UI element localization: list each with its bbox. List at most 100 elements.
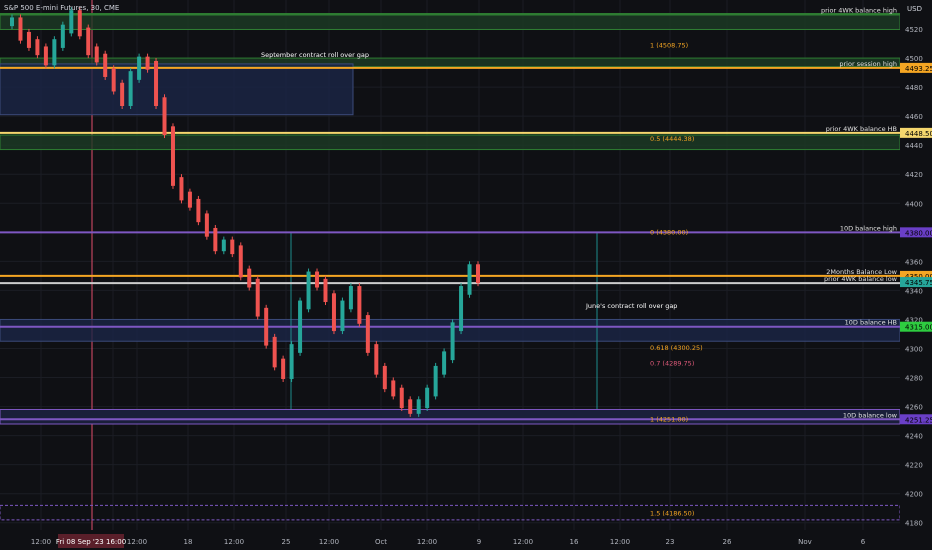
candle-body <box>476 264 480 284</box>
x-tick-label: 26 <box>723 538 732 546</box>
candle-body <box>459 286 464 332</box>
price-tag-bg <box>900 62 932 73</box>
y-tick-label: 4240 <box>905 433 923 441</box>
y-tick-label: 4420 <box>905 171 923 179</box>
candle-body <box>187 191 192 208</box>
x-highlight-label: Fri 08 Sep '23 16:00 <box>56 538 126 546</box>
candle-body <box>179 177 184 201</box>
candle-body <box>120 82 125 106</box>
x-tick-label: 9 <box>477 538 481 546</box>
candle-body <box>26 31 31 48</box>
candle-body <box>111 68 116 92</box>
candle-body <box>374 344 379 375</box>
candle-body <box>204 213 209 237</box>
candle-body <box>357 286 362 324</box>
candle-body <box>145 56 150 70</box>
fib-label: 0 (4380.00) <box>650 228 688 236</box>
price-tag: 4448.50 <box>905 130 932 138</box>
candle-body <box>348 286 353 310</box>
candle-body <box>137 56 142 80</box>
y-tick-label: 4260 <box>905 404 923 412</box>
x-tick-label: 12:00 <box>513 538 533 546</box>
candle-body <box>416 399 421 414</box>
candle-body <box>213 227 218 252</box>
price-tag: 4493.25 <box>905 65 932 73</box>
price-axis[interactable]: 4180 4200 4220 4240 4260 4280 4300 4320 4340 4360… <box>900 0 932 550</box>
x-tick-label: 12:00 <box>224 538 244 546</box>
x-tick-label: 12:00 <box>319 538 339 546</box>
candle-body <box>35 39 40 56</box>
fib-label: 0.7 (4289.75) <box>650 359 694 367</box>
y-tick-label: 4180 <box>905 520 923 528</box>
x-tick-label: 12:00 <box>610 538 630 546</box>
price-tag: 4350.00 <box>905 273 932 281</box>
y-tick-label: 4440 <box>905 142 923 150</box>
candle-body <box>281 358 286 379</box>
level-label: prior session high <box>839 60 897 68</box>
candle-body <box>408 399 413 414</box>
y-tick-label: 4460 <box>905 113 923 121</box>
level-label: prior 4WK balance low <box>824 275 898 283</box>
labels: prior 4WK balance high prior session high… <box>261 7 898 518</box>
currency-label: USD <box>907 5 922 13</box>
price-tag-bg <box>900 321 932 332</box>
candle-body <box>272 336 277 368</box>
x-tick-label: 12:00 <box>31 538 51 546</box>
annotation-label: June's contract roll over gap <box>585 302 677 310</box>
candle-body <box>323 278 328 303</box>
fib-label: 0.5 (4444.38) <box>650 135 694 143</box>
x-tick-label: 16 <box>570 538 579 546</box>
candle-body <box>450 322 455 361</box>
x-tick-label: Nov <box>798 538 812 546</box>
candle-body <box>43 46 48 66</box>
candle-body <box>238 245 243 278</box>
level-label: 10D balance high <box>840 224 897 232</box>
candle-body <box>86 27 91 56</box>
june-gap-zone <box>0 318 901 342</box>
candle-body <box>289 344 294 379</box>
candle-body <box>162 97 167 136</box>
candle-body <box>69 10 74 34</box>
candle-body <box>315 271 320 288</box>
candle-body <box>306 271 311 310</box>
candle-body <box>60 24 65 48</box>
level-label: 10D balance HB <box>845 319 897 327</box>
level-label: 10D balance low <box>843 411 898 419</box>
september-gap-zone <box>0 63 354 116</box>
price-tag-bg <box>900 277 932 288</box>
price-tag: 4345.75 <box>905 279 932 287</box>
candle-body <box>331 293 336 332</box>
price-tag-bg <box>900 414 932 425</box>
level-label: 2Months Balance Low <box>826 268 897 276</box>
candle-body <box>425 387 430 409</box>
y-tick-label: 4320 <box>905 316 923 324</box>
y-tick-label: 4480 <box>905 84 923 92</box>
candle-body <box>298 300 303 353</box>
fib-label: 1.5 (4186.50) <box>650 509 694 517</box>
level-label: prior 4WK balance high <box>821 7 897 15</box>
candle-body <box>94 46 99 63</box>
x-highlight-bg <box>58 534 124 548</box>
candle-body <box>230 239 235 255</box>
candle-body <box>255 278 260 317</box>
zones <box>0 13 901 521</box>
x-tick-label: 25 <box>282 538 291 546</box>
price-tag-bg <box>900 270 932 281</box>
y-tick-label: 4360 <box>905 258 923 266</box>
price-tag: 4315.00 <box>905 324 932 332</box>
y-tick-label: 4200 <box>905 491 923 499</box>
candle-body <box>170 126 175 186</box>
level-label: prior 4WK balance HB <box>826 125 897 133</box>
time-axis[interactable]: 12:00Fri 08 Sep '2316:0012:001812:002512… <box>0 530 900 550</box>
candle-body <box>154 60 159 106</box>
price-tag: 4251.25 <box>905 416 932 424</box>
y-tick-label: 4340 <box>905 287 923 295</box>
candle-body <box>264 307 269 346</box>
fib-label: 1 (4508.75) <box>650 41 688 49</box>
candle-body <box>467 264 472 295</box>
candle-body <box>433 365 438 397</box>
candle-body <box>247 268 252 288</box>
grid <box>0 0 900 530</box>
price-tag-bg <box>900 127 932 138</box>
